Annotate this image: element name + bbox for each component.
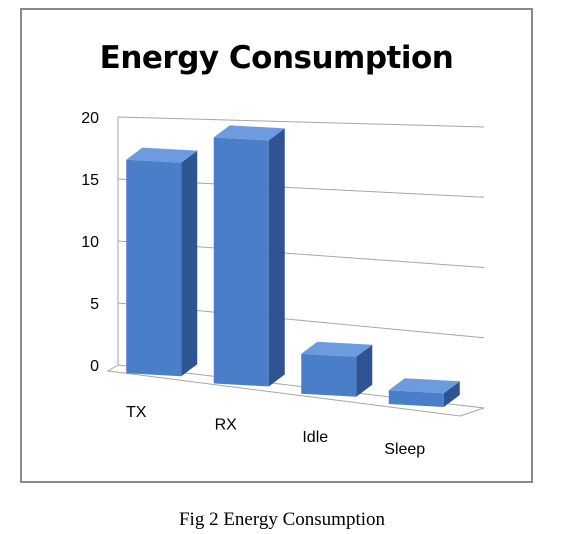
figure-caption: Fig 2 Energy Consumption xyxy=(178,509,386,530)
bar xyxy=(126,147,198,377)
bar-front xyxy=(213,137,269,387)
bar xyxy=(388,378,460,408)
bars xyxy=(126,125,460,408)
bar-top xyxy=(388,378,460,394)
y-tick-label: 15 xyxy=(81,172,99,189)
bar-top xyxy=(213,125,285,141)
bar-side xyxy=(181,150,198,377)
bar-top xyxy=(126,147,198,163)
bar-front xyxy=(388,390,444,408)
bar-side xyxy=(356,344,373,397)
bar-side xyxy=(443,381,460,408)
y-tick-label: 10 xyxy=(81,234,99,251)
chart-frame: Energy Consumption xyxy=(20,8,533,483)
floor-edge xyxy=(106,364,485,417)
bar xyxy=(213,125,285,387)
y-tick-label: 5 xyxy=(90,296,99,313)
bar-front xyxy=(126,159,182,377)
bar xyxy=(301,341,373,397)
gridline xyxy=(117,116,485,128)
x-tick-labels: TX RX Idle Sleep xyxy=(126,404,425,458)
x-tick-label: TX xyxy=(126,404,147,421)
y-tick-label: 0 xyxy=(90,358,99,375)
x-tick-label: Sleep xyxy=(384,441,425,458)
bar-front xyxy=(301,353,357,397)
x-tick-label: RX xyxy=(215,416,238,433)
y-tick-label: 20 xyxy=(81,110,99,127)
x-tick-label: Idle xyxy=(302,429,328,446)
bar-top xyxy=(301,341,373,357)
chart-title: Energy Consumption xyxy=(99,40,454,76)
bar-side xyxy=(268,128,285,387)
